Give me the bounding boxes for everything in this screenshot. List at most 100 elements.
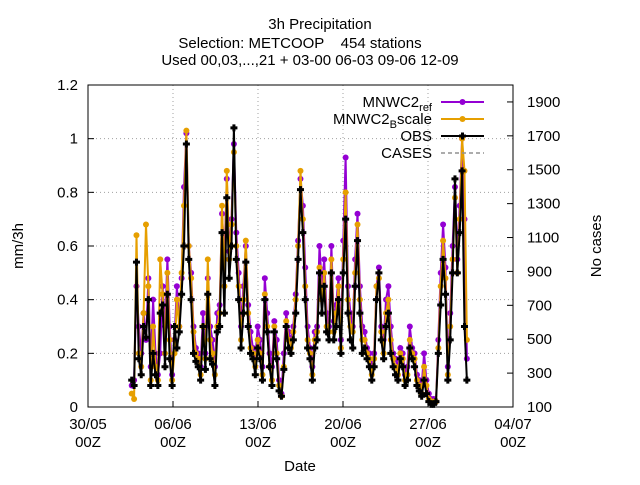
data-point (406, 344, 414, 352)
data-point (451, 175, 459, 183)
data-point (219, 202, 226, 209)
y2-tick-label: 1700 (527, 128, 560, 145)
data-point (434, 349, 442, 357)
data-point (342, 189, 349, 196)
legend-label: MNWC2Bscale (333, 111, 432, 131)
data-point (283, 318, 290, 325)
data-point (151, 371, 159, 379)
data-point (415, 387, 423, 395)
data-point (440, 237, 447, 244)
data-point (418, 392, 426, 400)
data-point (163, 290, 171, 298)
data-point (440, 221, 447, 228)
data-point (313, 336, 321, 344)
chart-subtitle: Selection: METCOOP 454 stations (178, 35, 421, 52)
data-point (351, 282, 359, 290)
data-point (161, 363, 169, 371)
data-point (230, 124, 238, 132)
data-point (242, 258, 250, 266)
data-point (316, 264, 323, 271)
y2-tick-label: 1500 (527, 162, 560, 179)
data-point (225, 274, 233, 282)
data-point (223, 194, 231, 202)
data-point (421, 363, 428, 370)
data-point (157, 256, 164, 263)
data-point (441, 290, 449, 298)
data-point (397, 350, 404, 357)
data-point (328, 243, 335, 249)
data-point (368, 376, 376, 384)
data-point (370, 363, 378, 371)
y2-tick-label: 700 (527, 297, 552, 314)
data-point (373, 296, 381, 304)
data-point (204, 256, 211, 263)
data-point (159, 301, 167, 309)
data-point (266, 363, 274, 371)
data-point (218, 229, 226, 237)
data-point (173, 296, 180, 303)
data-point (316, 243, 323, 249)
x-tick-label: 30/05 (69, 416, 107, 433)
data-point (432, 398, 440, 406)
data-point (170, 323, 178, 330)
legend-label: CASES (381, 145, 432, 162)
data-point (140, 323, 148, 330)
data-point (453, 269, 461, 277)
data-point (335, 283, 342, 290)
data-point (258, 376, 266, 384)
data-point (254, 323, 261, 330)
data-point (283, 310, 290, 317)
x-tick-label-time: 00Z (415, 434, 441, 451)
data-point (320, 282, 328, 290)
data-point (335, 296, 343, 304)
data-point (271, 318, 278, 325)
data-point (363, 355, 371, 363)
data-point (173, 344, 181, 352)
y2-axis-label: No cases (588, 215, 605, 278)
data-point (361, 328, 368, 335)
data-point (385, 296, 392, 303)
data-point (173, 283, 180, 290)
data-point (132, 258, 140, 266)
series-obs (128, 124, 471, 408)
data-point (204, 290, 212, 298)
x-tick-label: 27/06 (409, 416, 447, 433)
data-point (330, 336, 338, 344)
data-point (396, 355, 404, 363)
data-point (211, 382, 219, 390)
data-point (135, 355, 143, 363)
chart-title: 3h Precipitation (268, 16, 371, 33)
data-point (201, 365, 209, 373)
data-point (296, 186, 304, 194)
data-point (190, 349, 198, 357)
x-tick-label: 04/07 (494, 416, 532, 433)
y-tick-label: 1.2 (57, 77, 78, 94)
data-point (337, 349, 345, 357)
x-tick-label-time: 00Z (330, 434, 356, 451)
data-point (144, 296, 152, 304)
data-point (270, 328, 278, 336)
legend-marker (459, 99, 466, 105)
data-point (289, 336, 297, 344)
data-point (287, 349, 295, 357)
data-point (392, 371, 400, 379)
data-point (339, 269, 347, 277)
data-point (361, 344, 369, 352)
data-point (444, 376, 452, 384)
data-point (403, 376, 411, 384)
data-point (223, 167, 230, 174)
data-point (232, 255, 240, 263)
data-point (271, 323, 278, 330)
data-point (180, 242, 188, 250)
y-tick-label: 0.2 (57, 345, 78, 362)
y2-tick-label: 100 (527, 399, 552, 416)
data-point (463, 376, 471, 384)
data-point (315, 269, 323, 277)
data-point (133, 232, 140, 239)
data-point (154, 382, 162, 390)
data-point (280, 365, 288, 373)
data-point (187, 296, 195, 304)
data-point (406, 323, 413, 330)
x-tick-label-time: 00Z (500, 434, 526, 451)
data-point (344, 309, 352, 317)
